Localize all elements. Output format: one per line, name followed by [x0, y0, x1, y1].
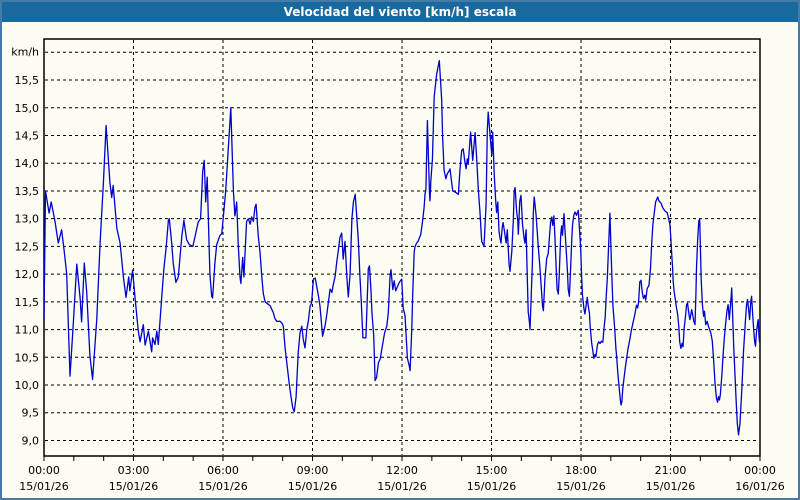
- svg-text:9,0: 9,0: [22, 434, 40, 447]
- svg-text:13,0: 13,0: [15, 213, 40, 226]
- svg-text:03:00: 03:00: [118, 464, 150, 477]
- y-axis-labels: 15,5 15,0 14,5 14,0 13,5 13,0 12,5 12,0 11,5 11,0…: [15, 74, 40, 447]
- svg-text:00:00: 00:00: [28, 464, 60, 477]
- svg-text:9,5: 9,5: [22, 407, 40, 420]
- svg-text:10,5: 10,5: [15, 351, 40, 364]
- svg-text:12,0: 12,0: [15, 268, 40, 281]
- svg-text:15,5: 15,5: [15, 74, 40, 87]
- y-axis-unit-label: km/h: [11, 45, 39, 58]
- svg-text:13,5: 13,5: [15, 185, 40, 198]
- svg-text:15/01/26: 15/01/26: [646, 480, 695, 493]
- svg-text:00:00: 00:00: [744, 464, 776, 477]
- svg-text:11,5: 11,5: [15, 296, 40, 309]
- svg-text:15/01/26: 15/01/26: [467, 480, 516, 493]
- svg-text:15/01/26: 15/01/26: [198, 480, 247, 493]
- svg-text:14,0: 14,0: [15, 157, 40, 170]
- svg-text:15,0: 15,0: [15, 102, 40, 115]
- svg-text:12,5: 12,5: [15, 240, 40, 253]
- chart-title: Velocidad del viento [km/h] escala: [283, 5, 517, 19]
- svg-text:km/h: km/h: [11, 45, 39, 58]
- svg-text:15:00: 15:00: [476, 464, 508, 477]
- x-axis-labels: 00:00 15/01/26 03:00 15/01/26 06:00 15/01/26 0…: [19, 464, 784, 493]
- svg-text:15/01/26: 15/01/26: [19, 480, 68, 493]
- chart-title-bar: Velocidad del viento [km/h] escala: [2, 2, 798, 22]
- svg-text:14,5: 14,5: [15, 129, 40, 142]
- x-tick-marks: [43, 456, 761, 461]
- x-gridlines: [133, 40, 671, 455]
- svg-text:09:00: 09:00: [297, 464, 329, 477]
- svg-text:16/01/26: 16/01/26: [735, 480, 784, 493]
- svg-text:21:00: 21:00: [655, 464, 687, 477]
- svg-text:06:00: 06:00: [207, 464, 239, 477]
- svg-text:15/01/26: 15/01/26: [556, 480, 605, 493]
- svg-text:15/01/26: 15/01/26: [288, 480, 337, 493]
- svg-text:12:00: 12:00: [386, 464, 418, 477]
- svg-text:11,0: 11,0: [15, 324, 40, 337]
- svg-text:15/01/26: 15/01/26: [109, 480, 158, 493]
- svg-text:10,0: 10,0: [15, 379, 40, 392]
- svg-text:18:00: 18:00: [565, 464, 597, 477]
- wind-speed-line: [43, 59, 761, 436]
- svg-text:15/01/26: 15/01/26: [377, 480, 426, 493]
